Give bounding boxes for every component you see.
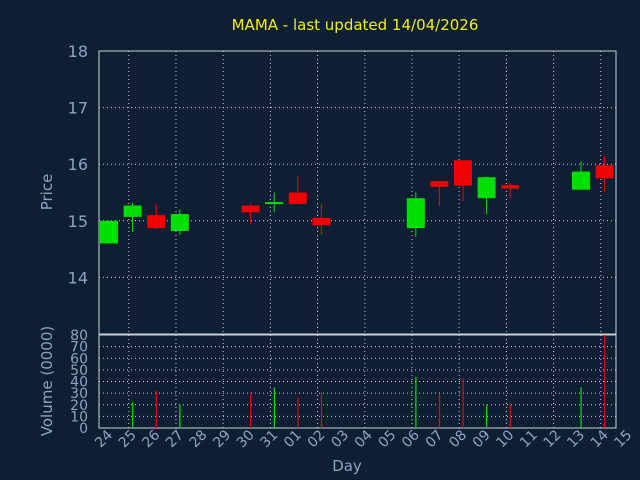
day-tick-label: 03 — [328, 427, 352, 451]
candle-10 — [501, 182, 520, 199]
price-tick-label: 15 — [68, 212, 88, 231]
day-tick-label: 05 — [375, 427, 399, 451]
price-gridlines — [99, 50, 616, 334]
candle-14 — [595, 155, 614, 193]
day-tick-label: 24 — [92, 427, 116, 451]
candle-06 — [406, 192, 425, 237]
day-tick-label: 27 — [163, 427, 187, 451]
volume-bar-26 — [155, 390, 157, 428]
volume-bar-02 — [320, 391, 323, 428]
candle-07 — [430, 181, 449, 207]
day-tick-label: 25 — [116, 427, 140, 451]
candle-24 — [100, 220, 118, 244]
volume-bar-06 — [415, 376, 417, 428]
day-tick-label: 28 — [187, 427, 211, 451]
volume-tick-label: 60 — [70, 351, 88, 367]
volume-tick-label: 10 — [70, 409, 88, 425]
candle-body — [265, 202, 284, 205]
volume-tick-label: 50 — [70, 363, 88, 379]
candle-body — [100, 220, 118, 244]
volume-plot-frame — [98, 334, 617, 429]
candle-body — [241, 205, 260, 213]
volume-bar-09 — [486, 404, 488, 428]
volume-tick-label: 70 — [70, 340, 88, 356]
volume-bar-series — [132, 335, 606, 428]
day-x-ticks: 24 25 26 27 28 29 30 31 01 02 03 04 05 06 07 08 09 10 11 12… — [92, 427, 635, 451]
day-tick-label: 29 — [210, 427, 234, 451]
volume-bar-10 — [509, 404, 511, 428]
day-tick-label: 11 — [517, 427, 541, 451]
candle-body — [288, 192, 307, 204]
candle-body — [501, 185, 520, 189]
price-tick-label: 17 — [68, 99, 88, 118]
candlestick-series — [100, 155, 614, 244]
candle-body — [572, 171, 590, 190]
volume-axis-label: Volume (0000) — [38, 326, 56, 436]
day-tick-label: 08 — [446, 427, 470, 451]
day-tick-label: 12 — [541, 427, 565, 451]
volume-tick-label: 0 — [79, 421, 88, 437]
day-tick-label: 30 — [234, 427, 258, 451]
volume-bar-13 — [580, 387, 582, 428]
volume-bar-27 — [179, 404, 181, 428]
price-axis-label: Price — [38, 174, 56, 211]
candle-27 — [170, 209, 189, 235]
volume-bar-08 — [462, 378, 464, 428]
candle-08 — [454, 160, 472, 201]
candle-02 — [312, 203, 331, 235]
candle-09 — [477, 176, 496, 215]
candle-30 — [241, 203, 260, 224]
price-tick-label: 18 — [68, 42, 88, 61]
volume-bar-07 — [438, 394, 441, 428]
candle-31 — [265, 192, 284, 213]
volume-bar-01 — [297, 397, 299, 428]
day-axis-label: Day — [332, 457, 362, 475]
price-tick-label: 16 — [68, 155, 88, 174]
volume-tick-label: 30 — [70, 386, 88, 402]
day-tick-label: 26 — [139, 427, 163, 451]
price-y-ticks: 14 15 16 17 18 — [68, 42, 88, 287]
candle-body — [477, 177, 496, 199]
candle-body — [595, 165, 614, 179]
volume-bar-25 — [132, 402, 134, 428]
candle-01 — [288, 175, 307, 204]
volume-gridlines — [99, 335, 616, 428]
candle-26 — [147, 203, 166, 230]
volume-bar-30 — [250, 394, 252, 428]
candle-body — [406, 198, 425, 229]
volume-tick-label: 20 — [70, 398, 88, 414]
candle-13 — [572, 161, 590, 190]
price-plot-frame — [98, 50, 617, 335]
price-tick-label: 14 — [68, 268, 88, 287]
day-tick-label: 15 — [611, 427, 635, 451]
candle-body — [170, 214, 189, 231]
volume-tick-label: 80 — [70, 328, 88, 344]
candle-body — [454, 160, 472, 186]
candle-body — [430, 181, 449, 187]
day-tick-label: 10 — [493, 427, 517, 451]
day-tick-label: 06 — [399, 427, 423, 451]
day-tick-label: 02 — [305, 427, 329, 451]
day-tick-label: 04 — [352, 427, 376, 451]
day-tick-label: 13 — [564, 427, 588, 451]
volume-bar-14 — [604, 335, 606, 428]
candle-body — [147, 215, 166, 229]
day-tick-label: 14 — [588, 427, 612, 451]
day-tick-label: 01 — [281, 427, 305, 451]
chart-title: MAMA - last updated 14/04/2026 — [232, 16, 479, 34]
day-tick-label: 09 — [470, 427, 494, 451]
candle-body — [123, 205, 142, 217]
day-tick-label: 31 — [257, 427, 281, 451]
volume-bar-31 — [273, 387, 275, 428]
candle-25 — [123, 202, 142, 233]
candle-body — [312, 217, 331, 226]
day-tick-label: 07 — [423, 427, 447, 451]
volume-tick-label: 40 — [70, 375, 88, 391]
